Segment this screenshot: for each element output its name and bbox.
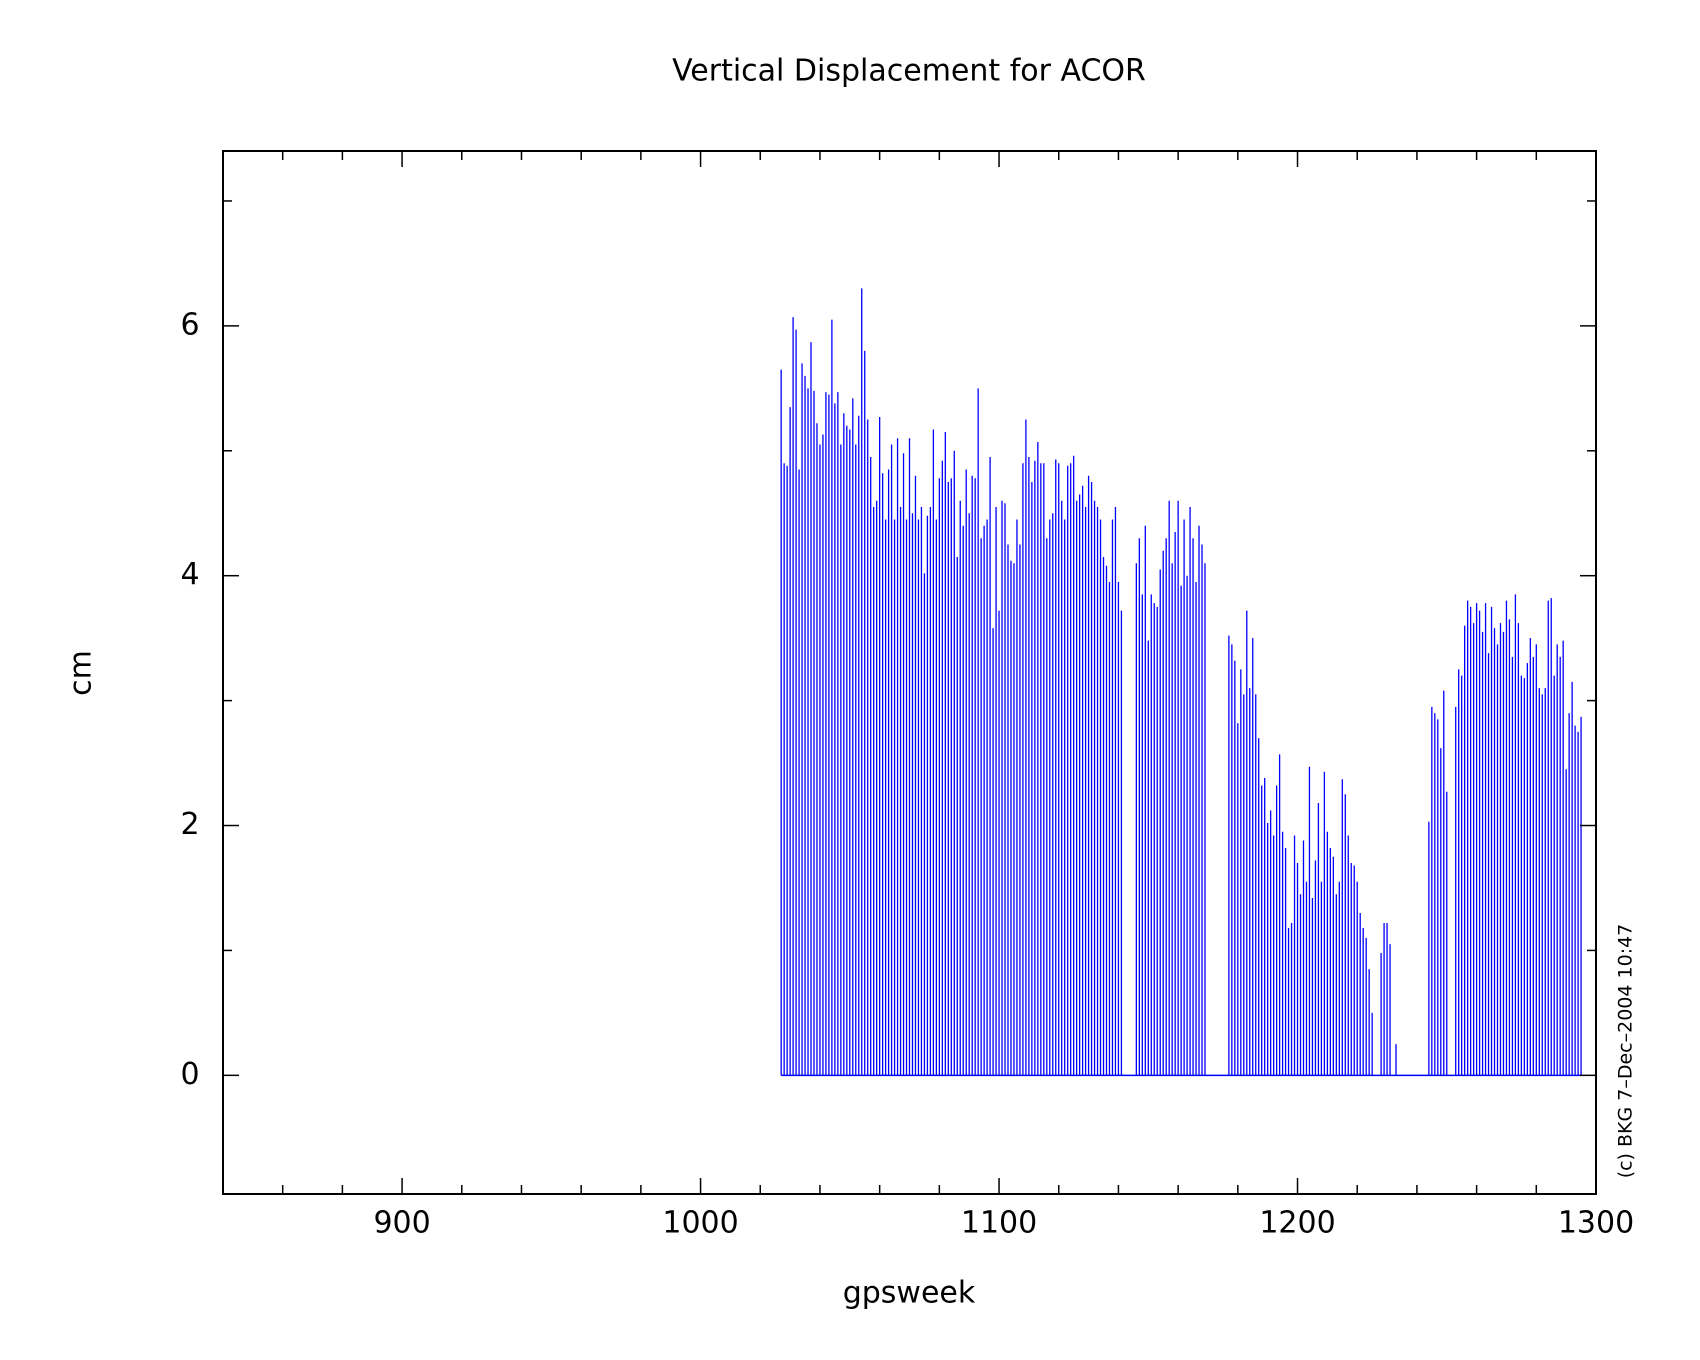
y-tick-label: 4 [180,557,199,592]
plot-frame [222,150,1597,1195]
y-tick-label: 6 [180,307,199,342]
y-axis-label: cm [64,650,99,696]
x-tick-label: 1000 [662,1206,738,1241]
x-tick-label: 1100 [961,1206,1037,1241]
x-tick-label: 900 [373,1206,430,1241]
x-tick-label: 1200 [1259,1206,1335,1241]
footnote: (c) BKG 7–Dec–2004 10:47 [1615,924,1637,1179]
y-tick-label: 0 [180,1057,199,1092]
y-tick-label: 2 [180,807,199,842]
x-axis-label: gpsweek [843,1276,976,1311]
x-tick-label: 1300 [1558,1206,1634,1241]
chart-title: Vertical Displacement for ACOR [672,54,1146,89]
